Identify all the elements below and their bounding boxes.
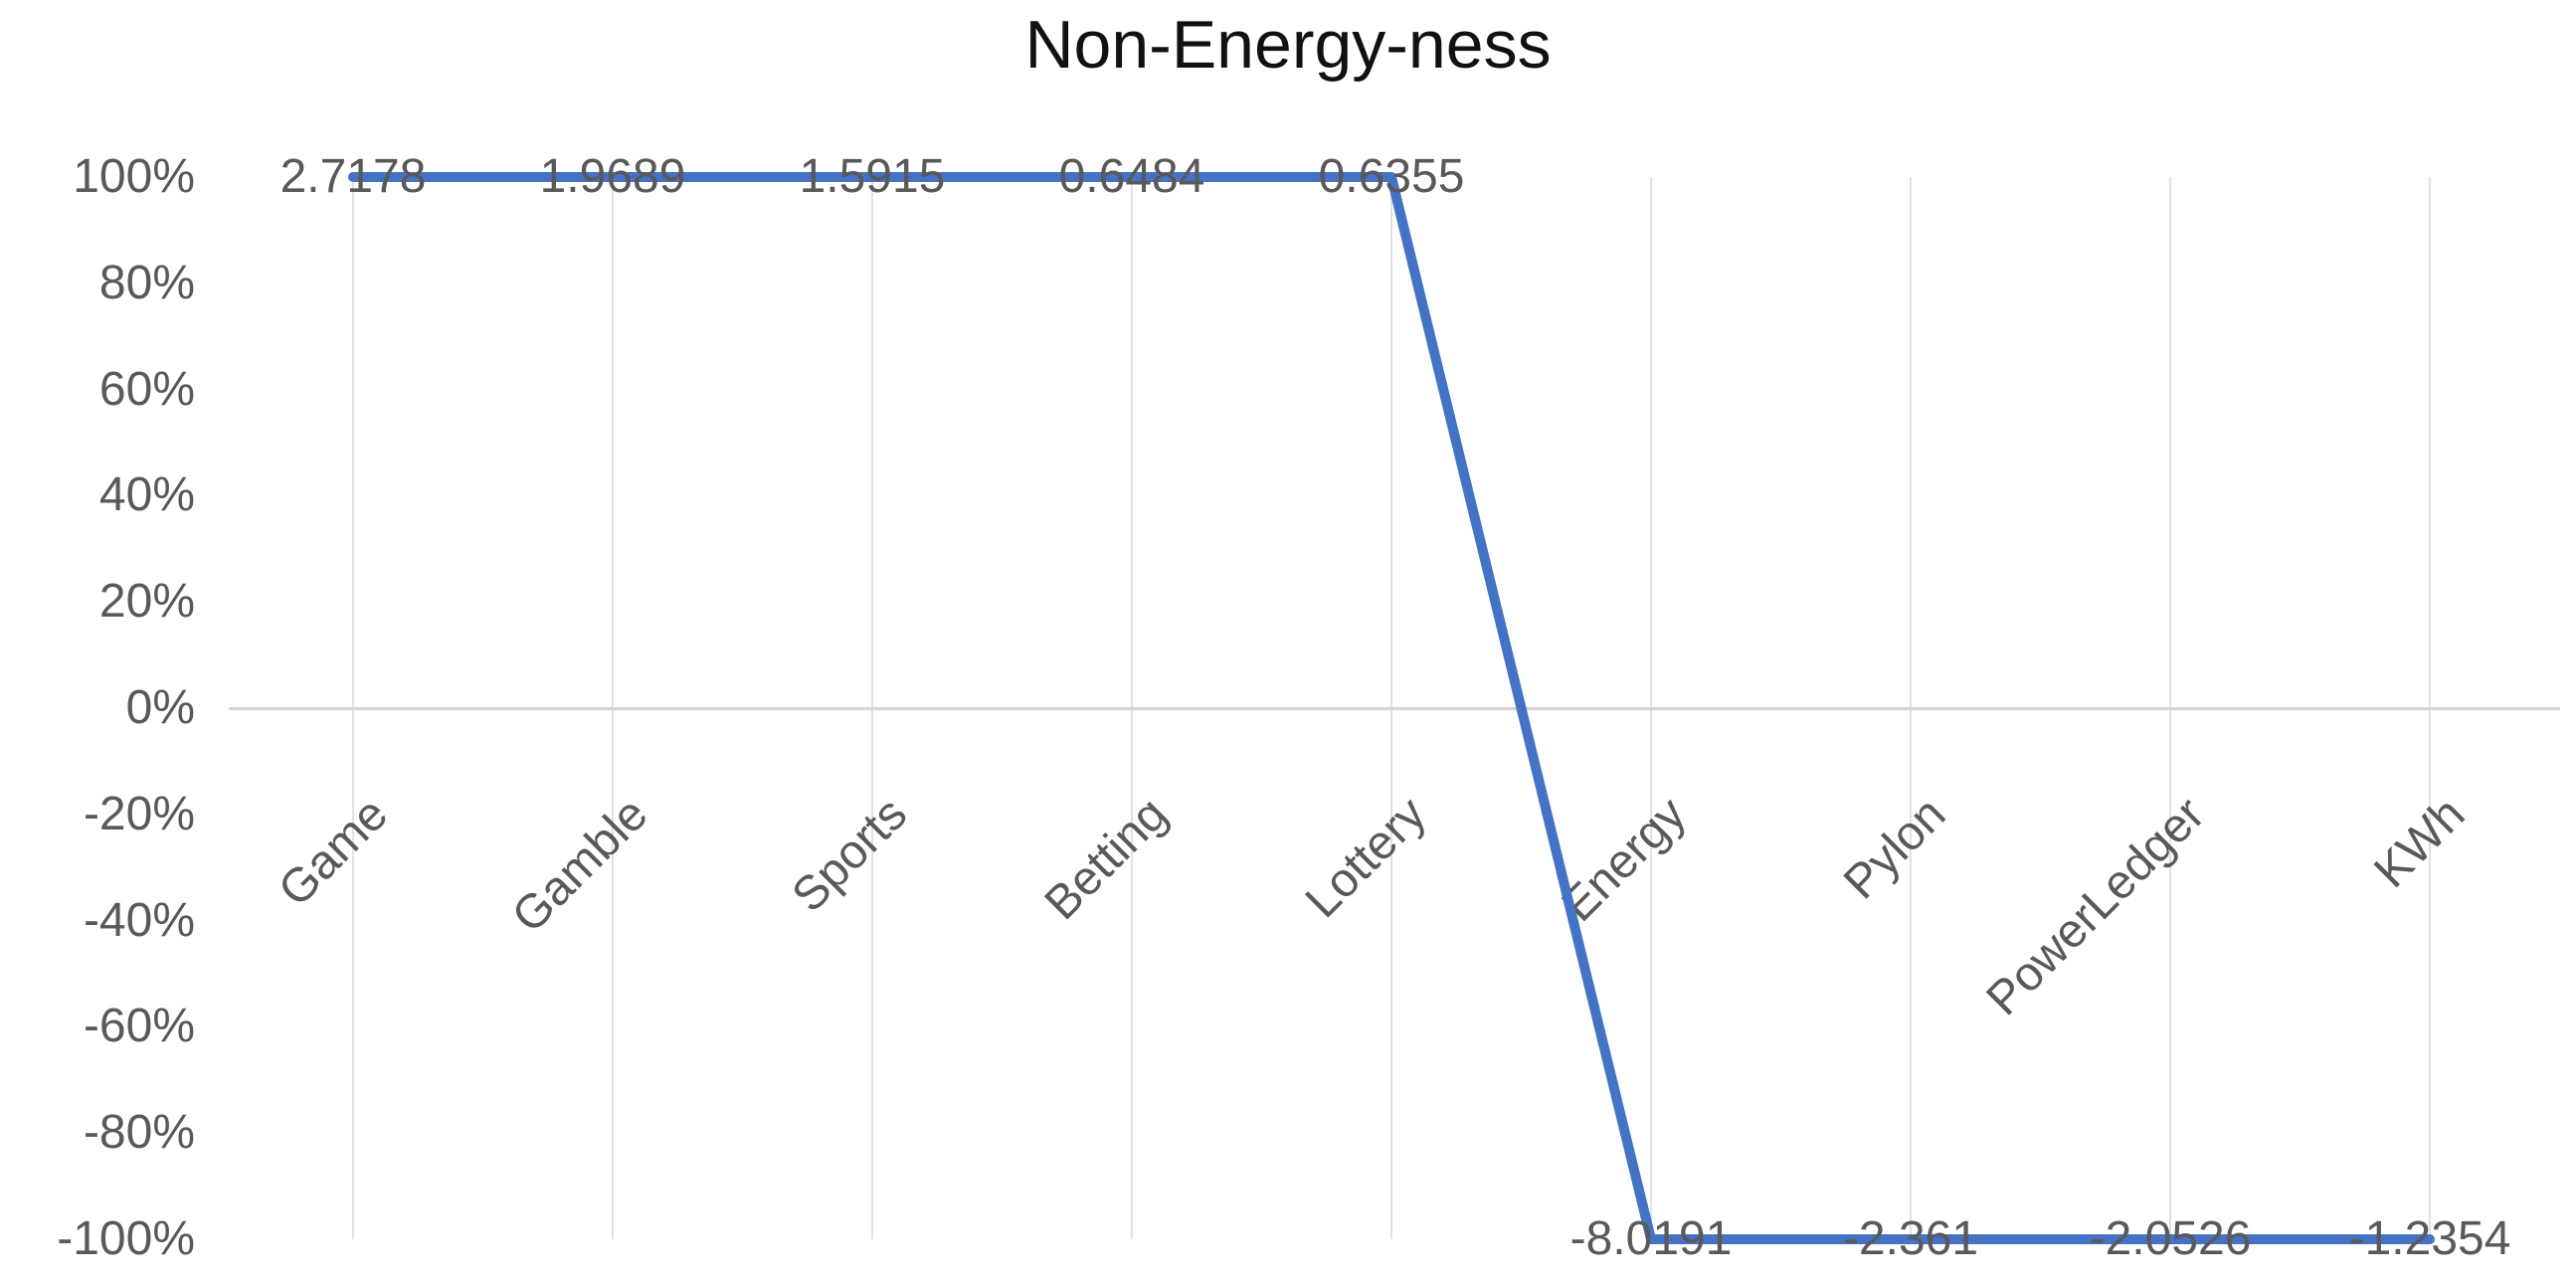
y-axis-tick-label: -40%: [83, 893, 195, 947]
y-axis-tick-label: 0%: [125, 681, 195, 734]
x-axis-line: [229, 707, 2560, 710]
data-label: -2.0526: [2089, 1212, 2252, 1265]
data-label: -2.361: [1842, 1212, 1979, 1265]
chart-title: Non-Energy-ness: [1024, 7, 1552, 83]
data-label: 1.5915: [799, 150, 946, 203]
data-label: 2.7178: [279, 150, 427, 203]
y-axis-tick-label: -20%: [83, 787, 195, 840]
y-axis-tick-label: -80%: [83, 1106, 195, 1160]
data-label: 1.9689: [539, 150, 686, 203]
y-axis-tick-label: 20%: [98, 575, 195, 629]
data-label: 0.6355: [1318, 150, 1465, 203]
y-axis-tick-label: 40%: [98, 468, 195, 522]
data-label: 0.6484: [1058, 150, 1205, 203]
series-line: [348, 172, 2435, 1244]
y-axis-tick-label: -60%: [83, 1000, 195, 1053]
y-axis-tick-label: -100%: [57, 1212, 195, 1265]
data-label: -8.0191: [1569, 1212, 1733, 1265]
y-axis-tick-label: 60%: [98, 362, 195, 416]
data-label: -1.2354: [2348, 1212, 2511, 1265]
y-axis-tick-label: 100%: [73, 150, 195, 203]
y-axis-tick-label: 80%: [98, 256, 195, 309]
